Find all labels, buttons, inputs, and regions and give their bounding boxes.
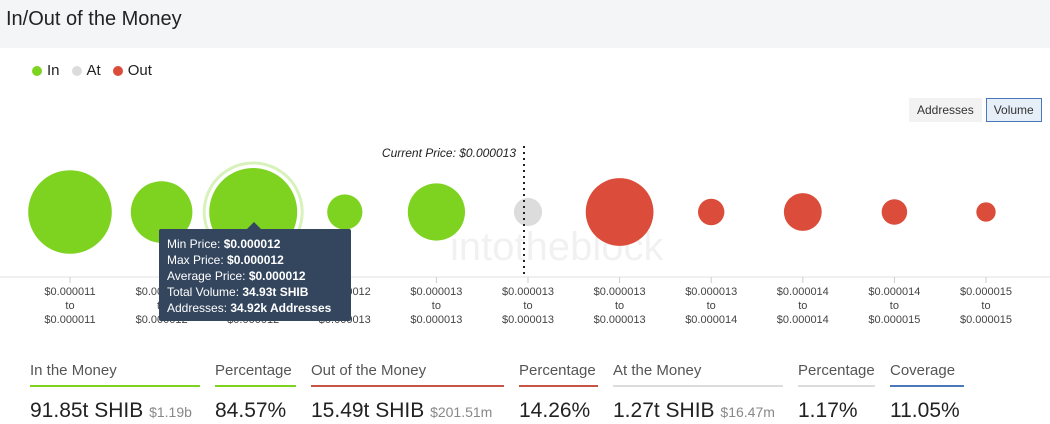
- x-tick-label: to: [798, 300, 807, 312]
- tooltip-line-addresses: Addresses: 34.92k Addresses: [167, 301, 332, 315]
- x-tick-label: $0.000013: [502, 286, 554, 298]
- x-tick-label: $0.000013: [410, 314, 462, 326]
- bubble-out[interactable]: [698, 198, 725, 226]
- stat-label: Out of the Money: [311, 362, 504, 387]
- stat-value: 14.26%: [519, 399, 591, 422]
- x-tick-label: to: [523, 300, 532, 312]
- legend-item-at[interactable]: At: [71, 62, 101, 79]
- stat-sub: $16.47m: [720, 404, 775, 420]
- stat-value: 11.05%: [890, 399, 960, 422]
- x-tick-label: $0.000011: [44, 314, 95, 326]
- current-price-label: Current Price: $0.000013: [382, 146, 516, 160]
- bubble-out[interactable]: [783, 193, 822, 231]
- stat-at-percentage: Percentage 1.17%: [798, 362, 875, 423]
- stat-coverage: Coverage 11.05%: [890, 362, 964, 423]
- x-tick-label: $0.000013: [594, 286, 646, 298]
- tooltip-arrow: [247, 222, 261, 229]
- x-tick-label: to: [981, 300, 990, 312]
- legend-dot-at-icon: [71, 65, 82, 76]
- x-tick-label: $0.000013: [502, 314, 554, 326]
- bubble-in[interactable]: [130, 181, 193, 243]
- legend: In At Out: [32, 62, 152, 79]
- x-tick-label: $0.000015: [868, 314, 920, 326]
- volume-button[interactable]: Volume: [985, 98, 1042, 122]
- bubble-in[interactable]: [407, 183, 465, 241]
- x-tick-label: $0.000014: [868, 286, 920, 298]
- stat-at-the-money: At the Money 1.27t SHIB $16.47m: [613, 362, 783, 423]
- stat-value: 15.49t SHIB $201.51m: [311, 399, 493, 422]
- x-tick-label: $0.000014: [777, 314, 829, 326]
- addresses-button[interactable]: Addresses: [909, 98, 982, 122]
- bubble-at[interactable]: [513, 197, 543, 227]
- bubble-chart: intotheblock$0.000011to$0.000011$0.00001…: [0, 146, 1050, 326]
- tooltip-line-min-price: Min Price: $0.000012: [167, 237, 281, 251]
- legend-item-in[interactable]: In: [32, 62, 60, 79]
- x-tick-label: to: [615, 300, 624, 312]
- stat-label: Percentage: [798, 362, 875, 387]
- stat-sub: $1.19b: [149, 404, 192, 420]
- legend-dot-out-icon: [112, 65, 123, 76]
- tooltip-line-average-price: Average Price: $0.000012: [167, 269, 306, 283]
- legend-label-out: Out: [127, 62, 152, 79]
- bubble-out[interactable]: [585, 178, 654, 246]
- x-tick-label: $0.000015: [960, 286, 1012, 298]
- x-tick-label: $0.000011: [44, 286, 95, 298]
- page-title: In/Out of the Money: [6, 8, 182, 30]
- summary-stats: In the Money 91.85t SHIB $1.19b Percenta…: [0, 362, 1050, 424]
- legend-dot-in-icon: [32, 65, 42, 76]
- bubble-out[interactable]: [881, 199, 908, 225]
- stat-label: Percentage: [215, 362, 296, 387]
- metric-toggle: Addresses Volume: [909, 98, 1042, 122]
- stat-value: 1.27t SHIB $16.47m: [613, 399, 775, 422]
- stat-value: 84.57%: [215, 399, 287, 422]
- stat-out-percentage: Percentage 14.26%: [519, 362, 598, 423]
- legend-label-in: In: [47, 62, 60, 79]
- tooltip-line-max-price: Max Price: $0.000012: [167, 253, 284, 267]
- legend-item-out[interactable]: Out: [112, 62, 152, 79]
- stat-value: 91.85t SHIB $1.19b: [30, 399, 192, 422]
- stat-value: 1.17%: [798, 399, 858, 422]
- x-tick-label: to: [890, 300, 899, 312]
- x-tick-label: $0.000015: [960, 314, 1012, 326]
- x-tick-label: to: [65, 300, 74, 312]
- x-tick-label: $0.000014: [777, 286, 829, 298]
- legend-label-at: At: [86, 62, 101, 79]
- tooltip: Min Price: $0.000012 Max Price: $0.00001…: [159, 229, 351, 321]
- stat-label: In the Money: [30, 362, 200, 387]
- x-tick-label: $0.000013: [685, 286, 737, 298]
- bubble-out[interactable]: [976, 202, 996, 222]
- stat-sub: $201.51m: [430, 404, 493, 420]
- stat-out-of-the-money: Out of the Money 15.49t SHIB $201.51m: [311, 362, 504, 423]
- stat-label: Percentage: [519, 362, 598, 387]
- x-tick-label: to: [707, 300, 716, 312]
- x-tick-label: $0.000014: [685, 314, 737, 326]
- x-tick-label: to: [432, 300, 441, 312]
- tooltip-line-total-volume: Total Volume: 34.93t SHIB: [167, 285, 309, 299]
- stat-in-the-money: In the Money 91.85t SHIB $1.19b: [30, 362, 200, 423]
- bubble-in[interactable]: [327, 194, 363, 230]
- stat-label: At the Money: [613, 362, 783, 387]
- stat-label: Coverage: [890, 362, 964, 387]
- x-tick-label: $0.000013: [410, 286, 462, 298]
- x-tick-label: $0.000013: [594, 314, 646, 326]
- bubble-in[interactable]: [28, 170, 112, 254]
- stat-in-percentage: Percentage 84.57%: [215, 362, 296, 423]
